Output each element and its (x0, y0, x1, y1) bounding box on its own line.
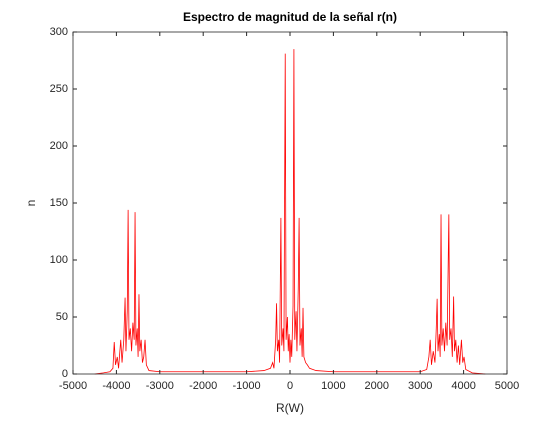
y-tick-label: 150 (50, 197, 68, 209)
x-tick-label: 2000 (365, 380, 389, 392)
x-tick-label: -3000 (146, 380, 174, 392)
axes-box (72, 31, 508, 375)
x-axis-label: R(W) (276, 401, 304, 415)
x-tick-label: 3000 (408, 380, 432, 392)
y-tick-label: 200 (50, 140, 68, 152)
x-tick-label: -5000 (59, 380, 87, 392)
y-axis-label: n (24, 200, 38, 207)
y-tick-label: 250 (50, 83, 68, 95)
x-tick-label: 4000 (451, 380, 475, 392)
x-tick-label: -1000 (233, 380, 261, 392)
x-tick-label: 0 (287, 380, 293, 392)
y-tick-label: 50 (56, 311, 68, 323)
x-tick-label: -2000 (189, 380, 217, 392)
x-tick-label: -4000 (102, 380, 130, 392)
chart-title: Espectro de magnitud de la señal r(n) (183, 10, 397, 24)
x-tick-label: 1000 (321, 380, 345, 392)
x-tick-label: 5000 (495, 380, 519, 392)
y-tick-label: 300 (50, 26, 68, 38)
y-tick-label: 0 (62, 368, 68, 380)
data-line (94, 49, 486, 375)
y-tick-label: 100 (50, 254, 68, 266)
